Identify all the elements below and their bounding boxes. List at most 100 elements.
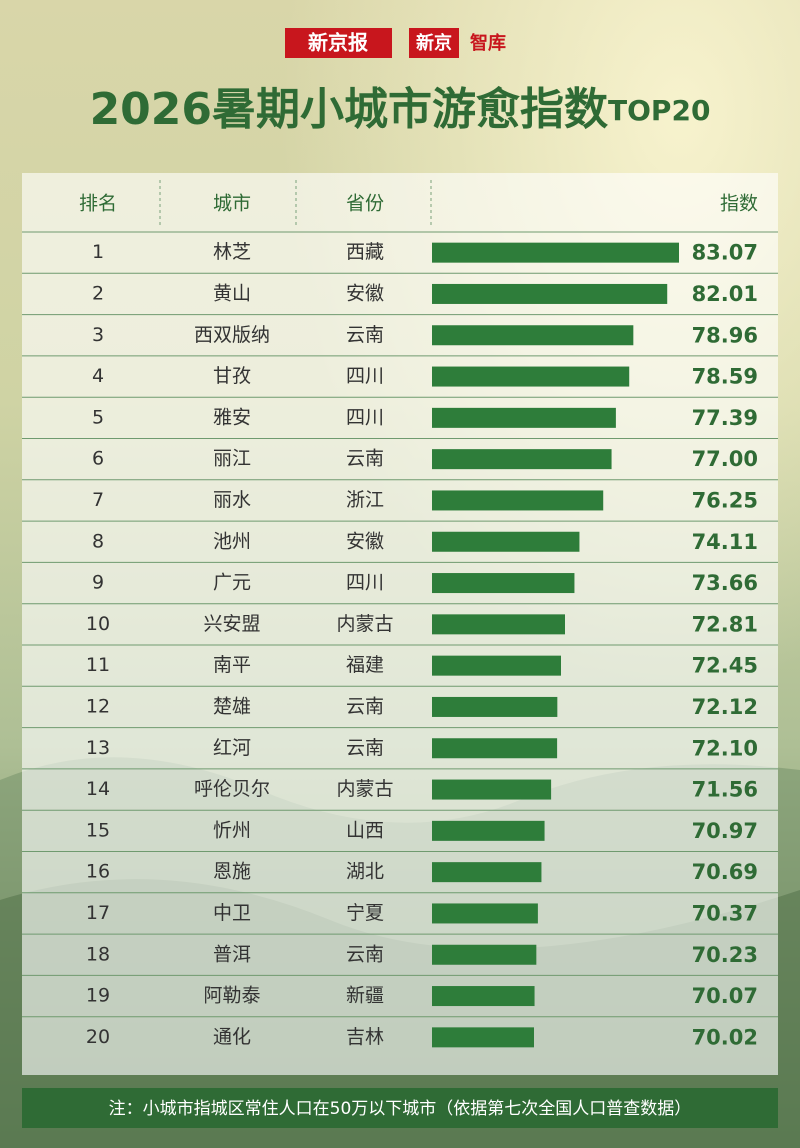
rank: 6 [92, 448, 104, 470]
rank: 3 [92, 324, 104, 346]
city: 南平 [213, 654, 251, 676]
bar [432, 573, 575, 594]
bar [432, 696, 558, 717]
bar [432, 283, 668, 304]
province: 山西 [346, 819, 384, 841]
bar [432, 614, 565, 635]
rank: 14 [86, 778, 110, 800]
rank: 7 [92, 489, 104, 511]
province: 云南 [346, 943, 384, 965]
column-header: 排名 [79, 193, 117, 215]
title: 2026暑期小城市游愈指数TOP20 [90, 84, 711, 135]
city: 池州 [213, 530, 251, 552]
bar [432, 862, 542, 883]
rank: 9 [92, 572, 104, 594]
bar [432, 449, 612, 470]
province: 内蒙古 [336, 613, 393, 635]
city: 恩施 [213, 861, 251, 883]
value-label: 72.81 [692, 612, 758, 636]
bar [432, 986, 535, 1007]
city: 楚雄 [213, 695, 251, 717]
bar [432, 779, 552, 800]
province: 新疆 [346, 985, 384, 1007]
value-label: 72.12 [692, 695, 758, 719]
column-header: 省份 [346, 193, 384, 215]
city: 丽江 [213, 448, 251, 470]
province: 福建 [346, 654, 384, 676]
value-label: 72.45 [692, 654, 758, 678]
value-label: 83.07 [692, 241, 758, 265]
bar [432, 944, 537, 965]
value-label: 74.11 [692, 530, 758, 554]
province: 宁夏 [346, 902, 384, 924]
province: 浙江 [346, 489, 384, 511]
bar [432, 531, 580, 552]
rank: 16 [86, 861, 110, 883]
bar [432, 366, 630, 387]
city: 林芝 [213, 241, 251, 263]
value-label: 82.01 [692, 282, 758, 306]
province: 西藏 [346, 241, 384, 263]
value-label: 77.00 [692, 447, 758, 471]
bar [432, 407, 616, 428]
province: 内蒙古 [336, 778, 393, 800]
bar [432, 820, 545, 841]
rank: 17 [86, 902, 110, 924]
value-label: 70.07 [692, 984, 758, 1008]
rank: 10 [86, 613, 110, 635]
rank: 2 [92, 282, 104, 304]
value-label: 70.69 [692, 860, 758, 884]
province: 安徽 [346, 530, 384, 552]
city: 甘孜 [213, 365, 251, 387]
city: 忻州 [213, 819, 251, 841]
column-header: 城市 [213, 193, 251, 215]
city: 雅安 [213, 406, 251, 428]
city: 普洱 [213, 943, 251, 965]
city: 丽水 [213, 489, 251, 511]
table-panel [22, 173, 778, 1075]
rank: 11 [86, 654, 110, 676]
table: 排名 城市 省份 指数1 林芝 西藏 83.072 黄山 安徽 82.013 西双版纳 云南 78.96… [22, 180, 778, 1049]
bar [432, 242, 679, 263]
bar [432, 738, 558, 759]
bar [432, 325, 634, 346]
bar [432, 490, 604, 511]
province: 云南 [346, 448, 384, 470]
value-label: 70.97 [692, 819, 758, 843]
city: 广元 [213, 572, 251, 594]
title-main: 2026暑期小城市游愈指数 [90, 84, 608, 135]
note: 注：小城市指城区常住人口在50万以下城市（依据第七次全国人口普查数据） [109, 1099, 692, 1119]
title-suffix: TOP20 [608, 94, 710, 127]
city: 中卫 [213, 902, 251, 924]
rank: 18 [86, 943, 110, 965]
value-label: 78.59 [692, 365, 758, 389]
province: 四川 [346, 572, 384, 594]
province: 湖北 [346, 861, 384, 883]
bar [432, 1027, 534, 1048]
rank: 13 [86, 737, 110, 759]
value-label: 77.39 [692, 406, 758, 430]
city: 黄山 [213, 282, 251, 304]
city: 红河 [213, 737, 251, 759]
logo-box [285, 28, 392, 58]
city: 通化 [213, 1026, 251, 1048]
bar [432, 655, 561, 676]
province: 云南 [346, 737, 384, 759]
city: 兴安盟 [203, 613, 260, 635]
bar [432, 903, 538, 924]
value-label: 71.56 [692, 778, 758, 802]
province: 云南 [346, 324, 384, 346]
value-label: 78.96 [692, 323, 758, 347]
value-label: 76.25 [692, 488, 758, 512]
value-label: 72.10 [692, 736, 758, 760]
value-label: 73.66 [692, 571, 758, 595]
rank: 4 [92, 365, 104, 387]
province: 四川 [346, 365, 384, 387]
province: 四川 [346, 406, 384, 428]
value-label: 70.37 [692, 901, 758, 925]
rank: 5 [92, 406, 104, 428]
logo: 新京 [416, 32, 452, 54]
city: 西双版纳 [194, 324, 270, 346]
note-box [22, 1088, 778, 1128]
